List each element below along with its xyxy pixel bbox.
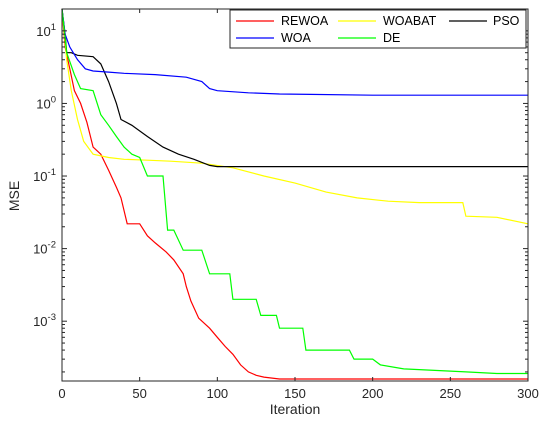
series-line-rewoa	[61, 8, 528, 380]
series-line-de	[61, 8, 528, 375]
x-tick-label: 0	[58, 386, 65, 401]
x-tick-label: 300	[517, 386, 539, 401]
y-axis-label: MSE	[6, 181, 22, 211]
legend-label-woa: WOA	[281, 31, 312, 45]
legend-label-woabat: WOABAT	[383, 14, 437, 28]
y-tick-label: 10-1	[33, 167, 56, 184]
legend: REWOA WOABAT PSO WOA DE	[229, 9, 527, 49]
legend-label-de: DE	[383, 31, 400, 45]
x-tick-label: 200	[362, 386, 384, 401]
x-tick-label: 50	[132, 386, 146, 401]
series-line-woabat	[61, 8, 529, 225]
x-axis-label: Iteration	[270, 401, 321, 417]
series-line-pso	[61, 8, 528, 168]
y-tick-label: 10-3	[33, 312, 56, 329]
legend-label-rewoa: REWOA	[281, 14, 329, 28]
y-tick-label: 10-2	[33, 240, 56, 257]
x-axis-ticks: 0 50 100 150 200 250 300	[58, 9, 539, 401]
x-tick-label: 100	[206, 386, 228, 401]
y-axis-ticks: 101 100 10-1 10-2 10-3	[33, 8, 528, 373]
legend-box	[229, 9, 527, 49]
series-lines	[61, 8, 529, 380]
x-tick-label: 250	[439, 386, 461, 401]
legend-label-pso: PSO	[493, 14, 520, 28]
series-line-woa	[61, 8, 528, 96]
x-tick-label: 150	[284, 386, 306, 401]
y-tick-label: 101	[36, 22, 56, 39]
plot-area	[62, 9, 528, 381]
y-tick-label: 100	[36, 94, 56, 111]
